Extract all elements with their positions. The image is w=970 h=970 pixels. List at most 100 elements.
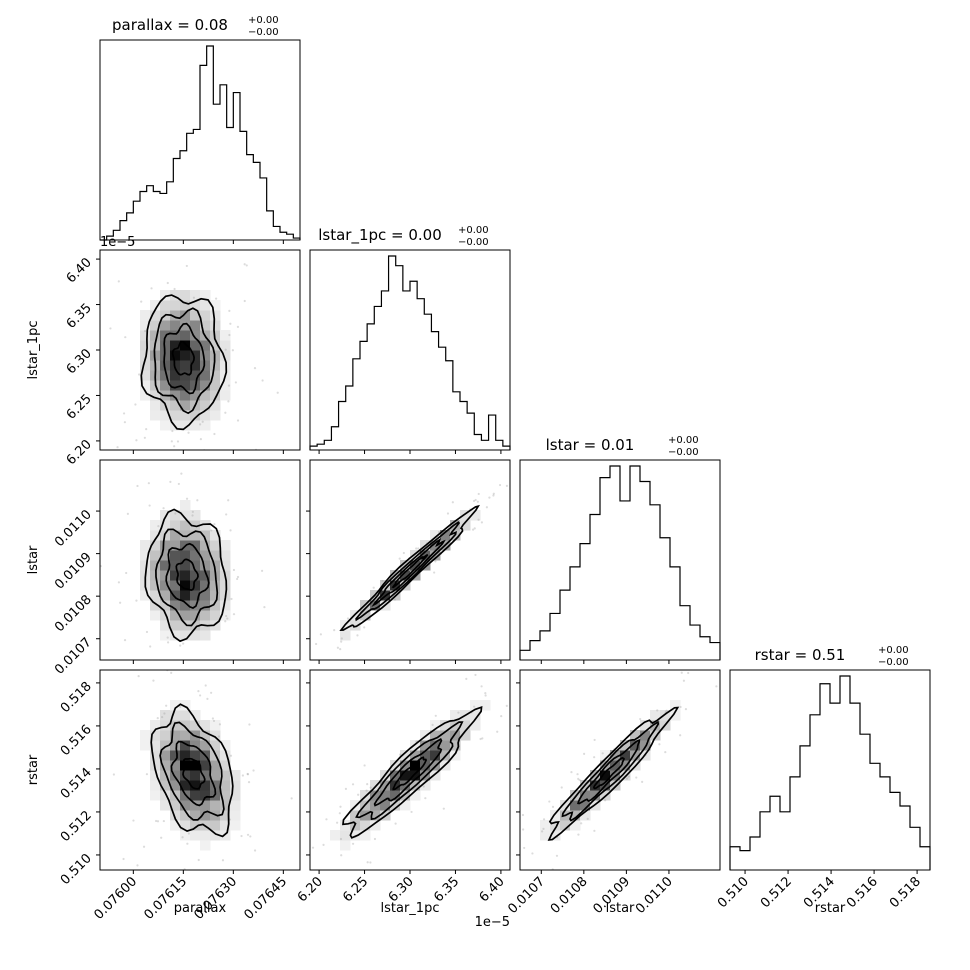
scatter-point: [734, 653, 736, 655]
scatter-point: [474, 935, 476, 937]
scatter-point: [204, 684, 207, 687]
density-cell: [150, 530, 161, 541]
scatter-point: [86, 279, 88, 281]
scatter-point: [283, 684, 285, 686]
x-tick-label-lstar: 0.0108: [548, 874, 591, 917]
scatter-point: [577, 777, 580, 781]
scatter-point: [197, 689, 200, 693]
scatter-point: [221, 859, 225, 862]
density-cell: [200, 600, 211, 611]
scatter-point: [243, 263, 246, 266]
scatter-point: [511, 488, 513, 490]
density-cell: [170, 520, 181, 531]
density-cell: [360, 820, 371, 831]
scatter-point: [639, 717, 642, 721]
scatter-point: [627, 775, 630, 778]
scatter-point: [366, 861, 369, 864]
panel-rstar-vs-lstar_1pc: [259, 669, 511, 936]
density-cell: [190, 290, 201, 301]
scatter-point: [166, 641, 170, 644]
density-cell: [220, 800, 231, 811]
scatter-point: [500, 715, 503, 718]
title-lstar: lstar = 0.01: [546, 436, 635, 454]
density-cell: [180, 340, 191, 351]
scatter-point: [142, 845, 146, 848]
scatter-point: [220, 499, 222, 501]
scatter-point: [586, 817, 589, 821]
contour-level-1: [182, 757, 206, 790]
density-cell: [200, 540, 211, 551]
scatter-point: [480, 685, 483, 688]
density-cell: [230, 800, 241, 811]
scatter-point: [185, 497, 189, 500]
contour-level-4: [140, 294, 228, 431]
x-tick-label-parallax: 0.07645: [242, 874, 291, 923]
panel-content: [86, 263, 279, 501]
contour-level-3: [355, 521, 461, 622]
scatter-point: [225, 513, 228, 516]
density-cell: [160, 740, 171, 751]
scatter-point: [474, 498, 477, 502]
density-cell: [610, 750, 621, 761]
density-cell: [180, 740, 191, 751]
scatter-point: [199, 684, 201, 686]
scatter-point: [604, 799, 607, 802]
y-tick-label-rstar: 0.514: [58, 765, 95, 802]
scatter-point: [282, 852, 284, 854]
scatter-point: [712, 663, 714, 665]
scatter-point: [340, 854, 343, 857]
scatter-point: [236, 575, 240, 579]
density-cell: [170, 300, 181, 311]
scatter-point: [229, 322, 232, 325]
title-parallax: parallax = 0.08: [112, 16, 228, 34]
scatter-point: [192, 296, 196, 299]
density-cell: [570, 800, 581, 811]
density-cell: [190, 350, 201, 361]
density-cell: [160, 380, 171, 391]
scatter-point: [169, 480, 172, 483]
x-axis-label-lstar_1pc: lstar_1pc: [381, 901, 440, 916]
axes-frame: [519, 459, 721, 661]
density-cell: [390, 800, 401, 811]
scatter-point: [593, 738, 596, 742]
density-cell: [170, 310, 181, 321]
density-cell: [180, 620, 191, 631]
scatter-point: [259, 934, 261, 936]
scatter-point: [218, 723, 222, 726]
scatter-point: [247, 781, 251, 784]
density-cell: [160, 510, 171, 521]
scatter-point: [641, 780, 644, 783]
contour-level-3: [159, 721, 225, 821]
title-upper-lstar: +0.00: [668, 435, 699, 446]
scatter-point: [234, 381, 237, 384]
density-cell: [190, 340, 201, 351]
density-cell: [200, 770, 211, 781]
scatter-point: [135, 439, 138, 442]
density-cell: [150, 410, 161, 421]
scatter-point: [532, 463, 534, 465]
density-cell: [450, 710, 461, 721]
hist-panel-rstar: rstar = 0.51 +0.00−0.00: [729, 645, 931, 871]
density-cell: [230, 770, 241, 781]
density-cell: [150, 730, 161, 741]
density-cell: [200, 560, 211, 571]
scatter-point: [166, 636, 169, 639]
density-cell: [170, 630, 181, 641]
scatter-point: [206, 697, 209, 700]
scatter-point: [505, 704, 508, 707]
density-cell: [140, 730, 151, 741]
scatter-point: [229, 754, 233, 757]
density-cell: [570, 820, 581, 831]
scatter-point: [170, 671, 173, 674]
axes-frame: [519, 669, 721, 871]
scatter-point: [231, 349, 234, 352]
scatter-point: [157, 525, 160, 528]
density-cell: [170, 760, 181, 771]
density-cell: [360, 610, 371, 621]
density-cell: [180, 530, 191, 541]
density-cell: [420, 780, 431, 791]
density-cell: [160, 720, 171, 731]
density-cell: [200, 410, 211, 421]
contour-level-4: [547, 706, 680, 841]
density-cell: [150, 750, 161, 761]
